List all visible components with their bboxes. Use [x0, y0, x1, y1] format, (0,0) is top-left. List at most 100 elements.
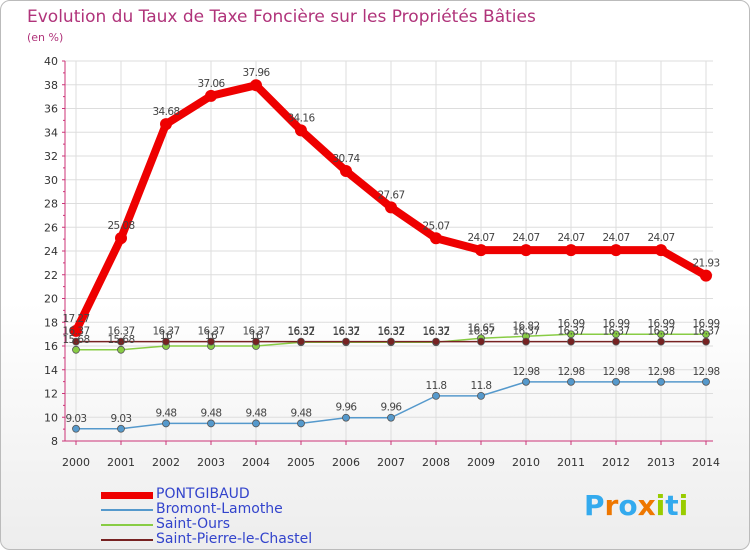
data-label: 11.8: [426, 380, 447, 392]
data-label: 25.08: [107, 220, 134, 232]
data-label: 16.82: [512, 320, 539, 332]
x-tick-label: 2001: [107, 456, 135, 469]
data-label: 9.48: [246, 407, 267, 419]
data-label: 9.48: [291, 407, 312, 419]
data-label: 17.27: [62, 313, 89, 325]
data-point: [72, 345, 80, 354]
data-point: [612, 377, 620, 386]
y-tick-label: 40: [44, 55, 58, 68]
data-label: 34.68: [152, 106, 179, 118]
data-label: 24.07: [512, 232, 539, 244]
data-label: 16.99: [602, 318, 629, 330]
data-label: 24.07: [602, 232, 629, 244]
data-label: 16.99: [647, 318, 674, 330]
data-label: 37.96: [242, 67, 270, 79]
data-point: [702, 337, 710, 346]
data-label: 16.99: [692, 318, 719, 330]
data-point: [700, 269, 712, 282]
data-label: 16.37: [377, 326, 404, 338]
legend-label: Bromont-Lamothe: [156, 501, 283, 517]
data-point: [655, 244, 667, 257]
data-point: [565, 244, 577, 257]
data-point: [207, 337, 215, 346]
data-point: [342, 413, 350, 422]
data-point: [70, 324, 82, 337]
data-label: 15.68: [62, 334, 89, 346]
data-point: [297, 337, 305, 346]
data-label: 16.37: [287, 326, 314, 338]
data-point: [252, 337, 260, 346]
data-label: 9.96: [381, 402, 403, 414]
data-label: 9.03: [66, 413, 87, 425]
data-label: 21.93: [692, 258, 719, 270]
data-label: 16.37: [602, 326, 629, 338]
y-tick-label: 12: [44, 388, 58, 401]
x-tick-label: 2014: [692, 456, 720, 469]
legend-swatch: [101, 492, 153, 499]
data-label: 9.48: [156, 407, 177, 419]
data-label: 9.03: [111, 413, 132, 425]
x-tick-label: 2010: [512, 456, 540, 469]
data-label: 12.98: [557, 366, 584, 378]
data-point: [522, 377, 530, 386]
data-point: [567, 377, 575, 386]
x-tick-label: 2009: [467, 456, 495, 469]
data-label: 37.06: [197, 78, 225, 90]
data-label: 16: [205, 330, 218, 342]
data-label: 11.8: [471, 380, 492, 392]
legend-swatch: [101, 509, 153, 511]
logo-letter: r: [604, 489, 619, 522]
data-point: [117, 337, 125, 346]
data-point: [72, 337, 80, 346]
data-point: [385, 201, 397, 214]
data-point: [340, 164, 352, 177]
y-tick-label: 34: [44, 126, 58, 139]
data-point: [702, 377, 710, 386]
logo-letter: i: [655, 489, 666, 522]
data-label: 15.68: [107, 334, 134, 346]
data-label: 12.98: [647, 366, 674, 378]
data-label: 16.99: [557, 318, 584, 330]
y-tick-label: 36: [44, 103, 58, 116]
x-tick-label: 2008: [422, 456, 450, 469]
data-point: [162, 337, 170, 346]
data-point: [612, 337, 620, 346]
data-label: 27.67: [377, 189, 404, 201]
y-tick-label: 32: [44, 150, 58, 163]
data-label: 16.37: [107, 326, 134, 338]
x-tick-label: 2005: [287, 456, 315, 469]
data-point: [162, 419, 170, 428]
data-label: 25.07: [422, 220, 449, 232]
data-point: [72, 424, 80, 433]
data-label: 16.37: [422, 326, 449, 338]
data-point: [477, 391, 485, 400]
y-tick-label: 8: [51, 435, 58, 448]
data-point: [252, 419, 260, 428]
x-tick-label: 2013: [647, 456, 675, 469]
data-point: [657, 337, 665, 346]
data-label: 16.37: [557, 326, 584, 338]
data-point: [117, 424, 125, 433]
y-tick-label: 20: [44, 293, 58, 306]
data-label: 12.98: [692, 366, 719, 378]
logo-letter: o: [618, 489, 638, 522]
legend-label: Saint-Pierre-le-Chastel: [156, 531, 313, 547]
data-point: [115, 232, 127, 245]
data-label: 16.65: [467, 322, 494, 334]
x-tick-label: 2006: [332, 456, 360, 469]
data-label: 16: [250, 330, 263, 342]
x-tick-label: 2012: [602, 456, 630, 469]
legend-label: PONTGIBAUD: [156, 486, 250, 502]
data-point: [567, 337, 575, 346]
data-label: 16.32: [377, 326, 404, 338]
x-tick-label: 2007: [377, 456, 405, 469]
y-tick-label: 22: [44, 269, 58, 282]
data-label: 9.96: [336, 402, 358, 414]
data-label: 34.16: [287, 112, 315, 124]
chart-subtitle: (en %): [27, 31, 64, 44]
x-tick-label: 2011: [557, 456, 585, 469]
data-label: 16.37: [332, 326, 359, 338]
data-point: [297, 419, 305, 428]
